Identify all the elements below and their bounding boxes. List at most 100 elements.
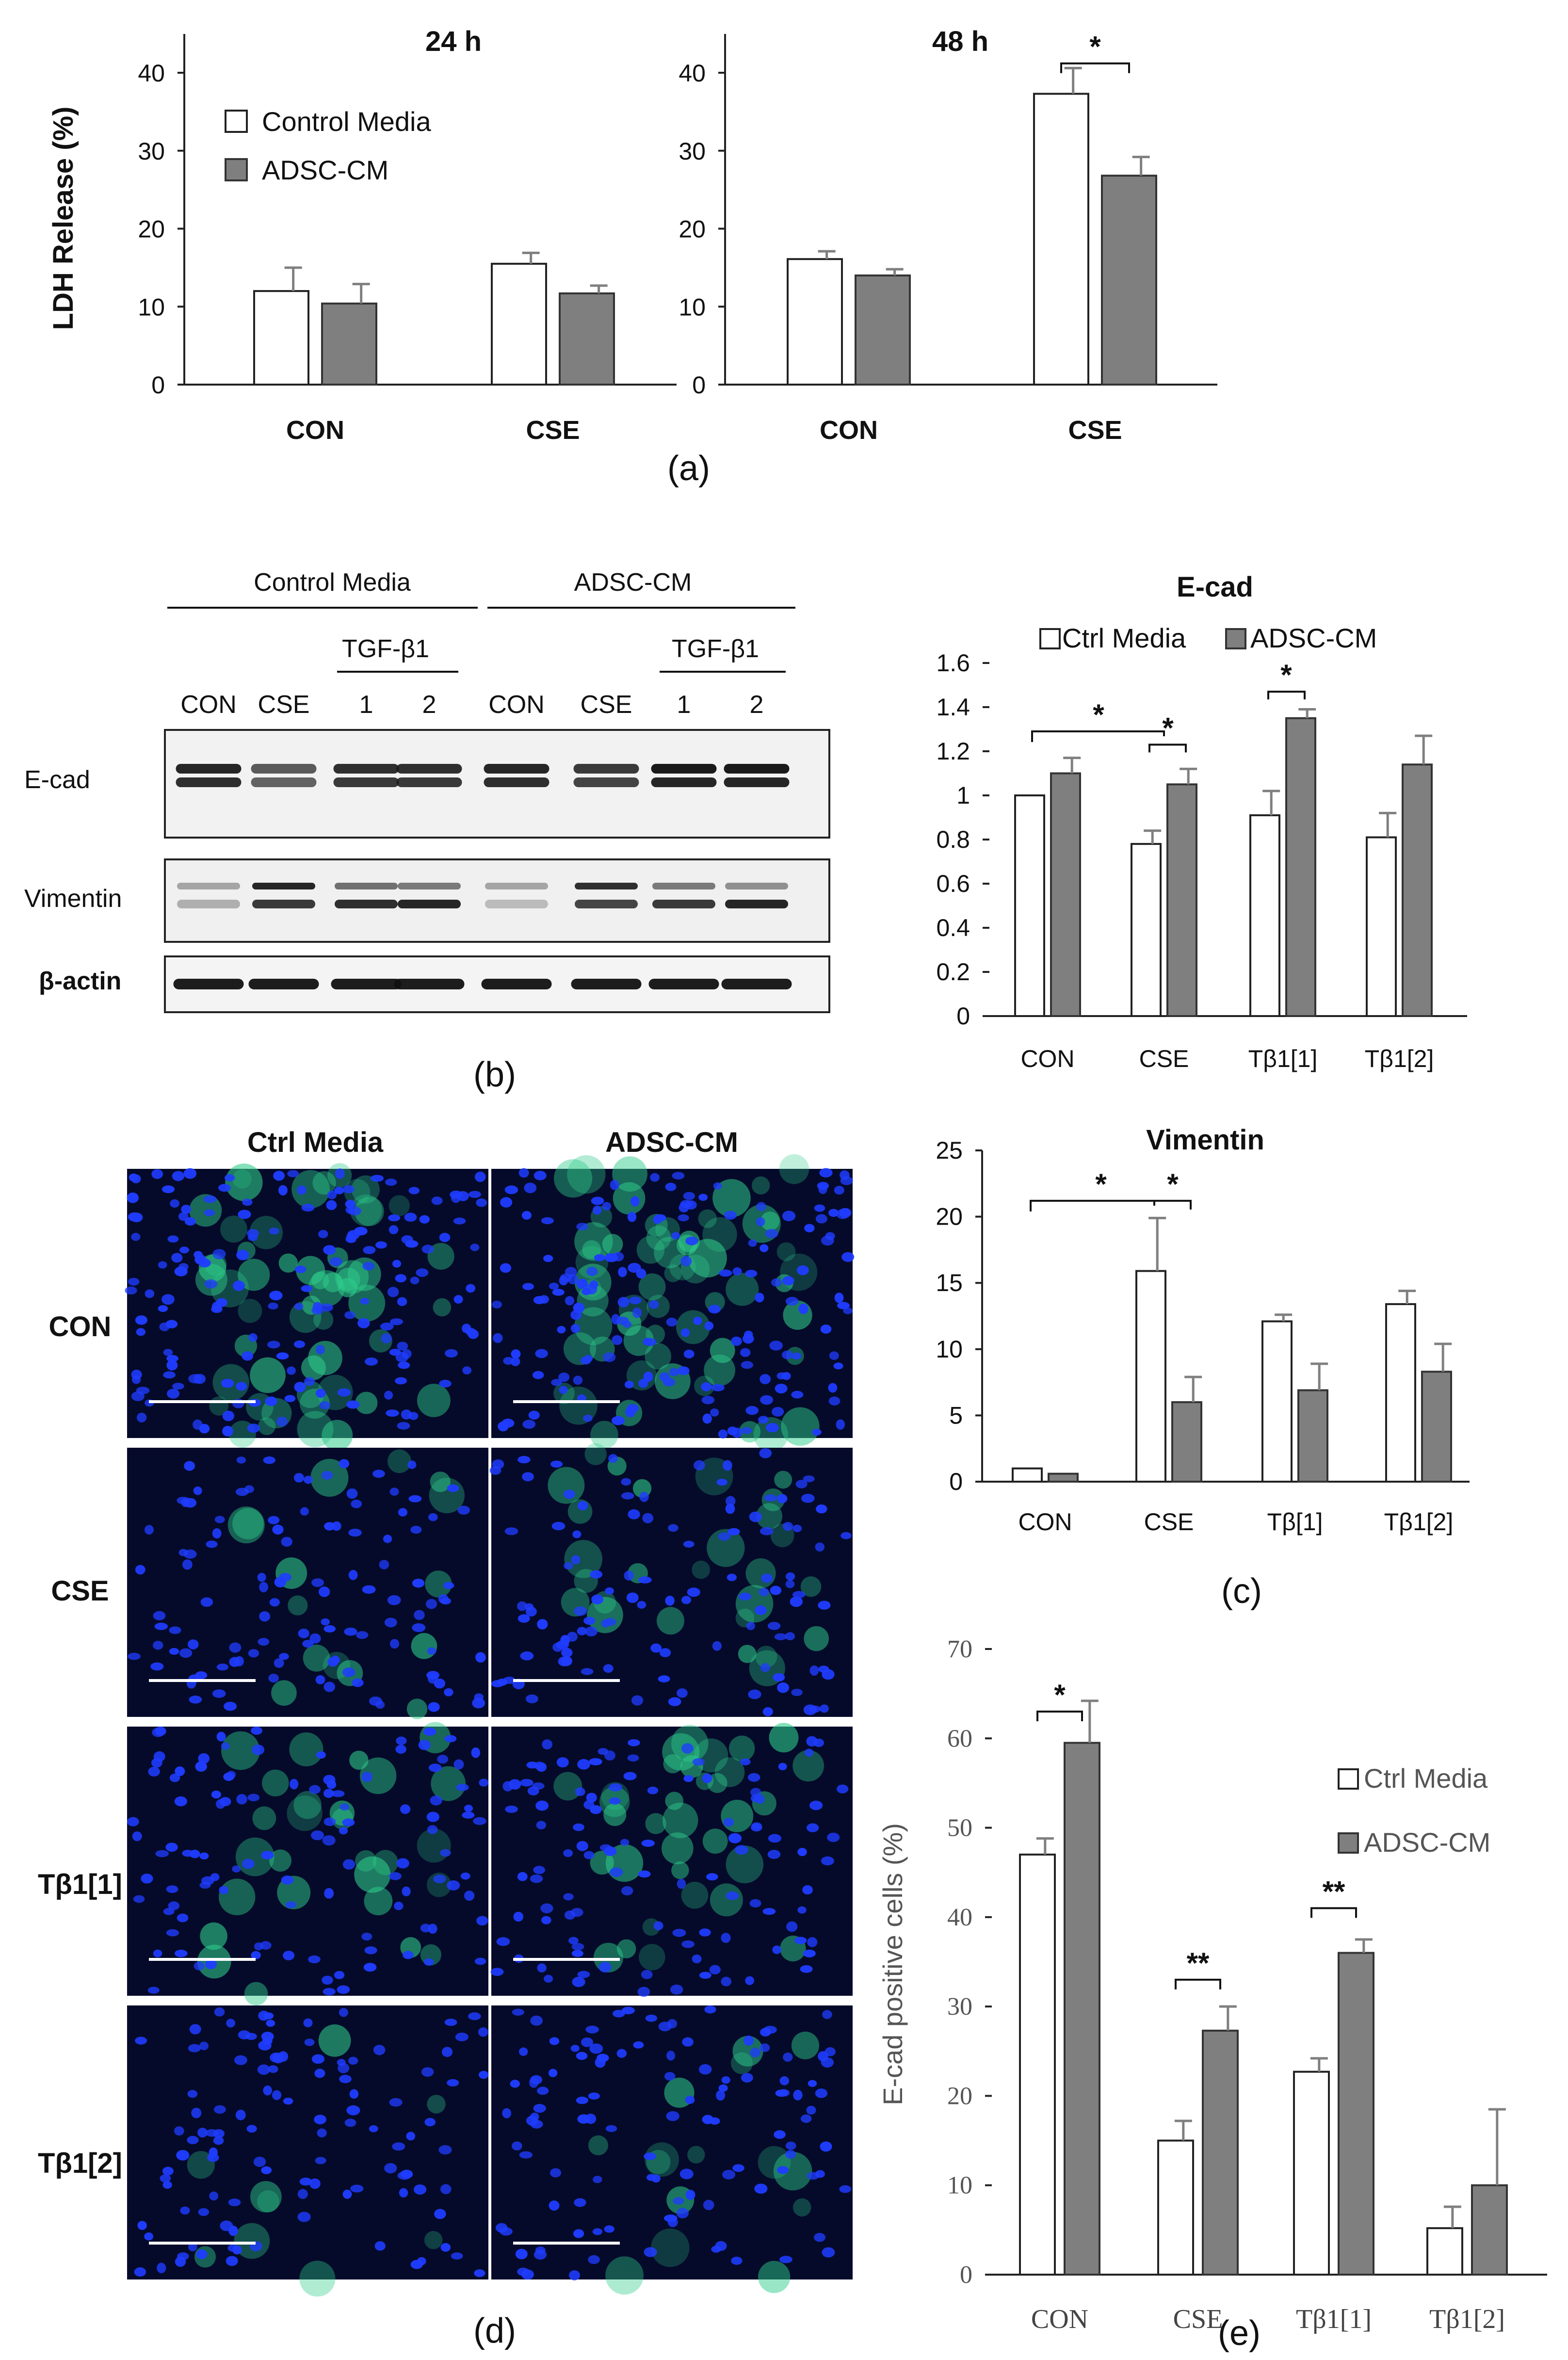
nucleus — [565, 1267, 577, 1277]
nucleus — [314, 2069, 325, 2078]
nucleus — [603, 1664, 614, 1673]
nucleus — [189, 1696, 202, 1704]
nucleus — [384, 1617, 397, 1628]
y-tick-label: 50 — [947, 1814, 972, 1842]
nucleus — [647, 2174, 656, 2181]
ecad-stain — [355, 1391, 378, 1414]
ecad-stain — [688, 1239, 727, 1277]
nucleus — [783, 2053, 793, 2062]
nucleus — [519, 2151, 533, 2159]
nucleus — [704, 1321, 714, 1330]
nucleus — [727, 1573, 737, 1582]
nucleus — [212, 1249, 226, 1260]
nucleus — [518, 2047, 528, 2056]
nucleus — [685, 2189, 695, 2200]
blot-lane-label: CSE — [581, 691, 632, 719]
band-ecad-lower — [396, 777, 462, 787]
nucleus — [718, 1532, 731, 1541]
nucleus — [797, 1906, 807, 1914]
nucleus — [680, 1256, 692, 1267]
nucleus — [668, 1697, 681, 1706]
nucleus — [732, 1427, 743, 1439]
category-label: Tβ1[2] — [1384, 1508, 1454, 1536]
nucleus — [352, 1678, 364, 1687]
nucleus — [297, 1185, 307, 1195]
nucleus — [809, 1665, 819, 1676]
ecad-stain — [299, 2261, 336, 2297]
ecad-stain — [430, 1471, 451, 1492]
nucleus — [841, 1252, 855, 1262]
nucleus — [408, 1495, 422, 1503]
nucleus — [180, 2206, 190, 2215]
nucleus — [654, 1214, 666, 1222]
nucleus — [762, 1907, 776, 1915]
nucleus — [427, 1647, 436, 1655]
ecad-stain — [287, 1795, 323, 1831]
nucleus — [252, 1744, 264, 1755]
ecad-stain — [656, 1607, 684, 1635]
nucleus — [128, 1277, 140, 1286]
ecad-stain — [636, 1236, 665, 1264]
nucleus — [472, 1697, 485, 1709]
nucleus — [339, 1459, 350, 1469]
nucleus — [362, 1585, 376, 1594]
bar-ctrl-3 — [1426, 2227, 1463, 2276]
nucleus — [233, 1280, 245, 1291]
nucleus — [699, 1972, 711, 1979]
ecad-stain — [776, 1242, 796, 1261]
nucleus — [571, 1943, 584, 1951]
nucleus — [284, 1395, 296, 1402]
nucleus — [716, 1478, 727, 1486]
nucleus — [576, 1278, 588, 1289]
sig-bracket-con-cse — [1030, 1199, 1155, 1212]
nucleus — [748, 1689, 761, 1699]
nucleus — [701, 1382, 712, 1391]
nucleus — [616, 2049, 627, 2058]
nucleus — [257, 2064, 270, 2075]
ecad-stain — [601, 1782, 630, 1810]
nucleus — [163, 1349, 173, 1356]
nucleus — [196, 2249, 208, 2260]
nucleus — [160, 2174, 171, 2182]
nucleus — [638, 1870, 651, 1878]
nucleus — [285, 1901, 297, 1908]
nucleus — [425, 1599, 437, 1609]
nucleus — [323, 1625, 336, 1633]
nucleus — [598, 1962, 612, 1972]
nucleus — [147, 1987, 160, 1994]
nucleus — [658, 2021, 672, 2032]
nucleus — [572, 1823, 584, 1831]
nucleus — [779, 2256, 792, 2263]
nucleus — [369, 2125, 378, 2133]
nucleus — [440, 1849, 451, 1857]
nucleus — [701, 1395, 715, 1405]
nucleus — [363, 1963, 377, 1972]
ecad-stain — [252, 1806, 276, 1830]
nucleus — [188, 1374, 202, 1384]
nucleus — [843, 1307, 853, 1314]
category-label: CON — [1020, 1045, 1074, 1072]
ecad-stain — [726, 1273, 759, 1306]
ecad-stain — [313, 1309, 334, 1330]
ecad-stain — [308, 1341, 342, 1375]
nucleus — [171, 1253, 183, 1263]
nucleus — [797, 1265, 809, 1276]
nucleus — [750, 1794, 760, 1803]
nucleus — [439, 1379, 452, 1388]
nucleus — [197, 2128, 208, 2138]
nucleus — [322, 1835, 336, 1846]
nucleus — [323, 1681, 335, 1692]
nucleus — [806, 2105, 816, 2115]
y-tick-label: 20 — [936, 1203, 963, 1230]
nucleus — [199, 1852, 209, 1859]
nucleus — [754, 2183, 768, 2194]
nucleus — [779, 2076, 790, 2085]
nucleus — [356, 1631, 369, 1639]
nucleus — [511, 1349, 521, 1359]
nucleus — [659, 1648, 671, 1657]
nucleus — [522, 1472, 534, 1482]
nucleus — [790, 1596, 803, 1607]
panel-a-ylabel: LDH Release (%) — [48, 107, 79, 330]
nucleus — [677, 1688, 688, 1698]
nucleus — [492, 1459, 504, 1470]
